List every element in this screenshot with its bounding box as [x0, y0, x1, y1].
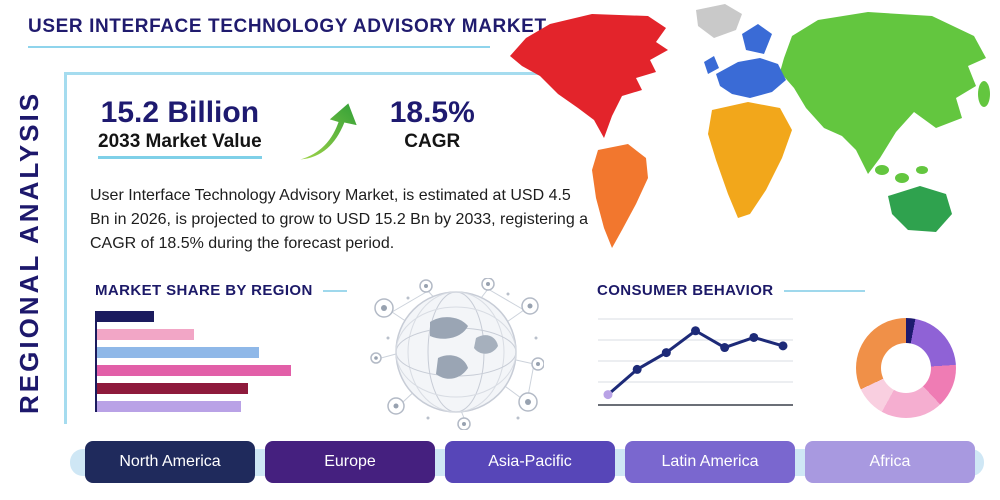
- market-value: 15.2 Billion: [100, 96, 260, 129]
- world-map: [510, 4, 990, 248]
- map-japan: [978, 81, 990, 107]
- map-island-1: [875, 165, 889, 175]
- map-south-america: [592, 144, 648, 248]
- region-button-europe[interactable]: Europe: [265, 441, 435, 483]
- consumer-behavior-title: CONSUMER BEHAVIOR: [597, 282, 774, 299]
- map-australia: [888, 186, 952, 232]
- behavior-line-chart: [598, 318, 793, 406]
- growth-arrow-icon: [291, 100, 360, 162]
- globe-node-dots: [374, 282, 540, 426]
- globe-continents: [430, 317, 498, 379]
- map-island-2: [895, 173, 909, 183]
- map-scandinavia: [742, 24, 772, 54]
- card-frame: [64, 72, 578, 424]
- map-uk: [704, 56, 719, 74]
- donut-chart: [856, 318, 956, 418]
- market-share-heading: MARKET SHARE BY REGION: [95, 282, 347, 299]
- globe-network-nodes: [370, 278, 544, 430]
- behavior-point-5: [749, 332, 759, 342]
- behavior-point-2: [661, 348, 671, 358]
- consumer-behavior-heading: CONSUMER BEHAVIOR: [597, 282, 865, 299]
- map-greenland: [696, 4, 742, 38]
- behavior-point-6: [778, 341, 788, 351]
- market-share-bar-3: [97, 365, 291, 376]
- market-value-label: 2033 Market Value: [98, 131, 262, 159]
- donut-hole: [881, 343, 931, 393]
- cagr-label: CAGR: [404, 131, 461, 152]
- stats-row: 15.2 Billion 2033 Market Value 18.5% CAG…: [98, 96, 475, 168]
- region-button-north-america[interactable]: North America: [85, 441, 255, 483]
- market-share-rule: [322, 289, 347, 292]
- market-share-bar-1: [97, 329, 194, 340]
- behavior-point-0: [603, 390, 613, 400]
- title-underline: [28, 46, 490, 48]
- behavior-point-1: [632, 364, 642, 374]
- market-share-bar-4: [97, 383, 248, 394]
- consumer-behavior-rule: [783, 289, 865, 292]
- market-share-bar-chart: [95, 311, 291, 412]
- market-share-bar-2: [97, 347, 259, 358]
- region-button-latin-america[interactable]: Latin America: [625, 441, 795, 483]
- side-label: REGIONAL ANALYSIS: [14, 90, 44, 414]
- market-share-title: MARKET SHARE BY REGION: [95, 282, 313, 299]
- market-share-bar-5: [97, 401, 241, 412]
- map-north-america: [510, 14, 668, 138]
- region-button-africa[interactable]: Africa: [805, 441, 975, 483]
- cagr-stat: 18.5% CAGR: [390, 96, 475, 153]
- map-island-3: [916, 166, 928, 174]
- market-share-bar-0: [97, 311, 155, 322]
- growth-arrow-shape: [291, 100, 360, 162]
- map-europe: [716, 58, 786, 98]
- market-description: User Interface Technology Advisory Marke…: [90, 187, 589, 252]
- behavior-point-3: [691, 326, 700, 336]
- globe-sphere: [395, 291, 517, 413]
- region-button-asia-pacific[interactable]: Asia-Pacific: [445, 441, 615, 483]
- cagr-value: 18.5%: [389, 96, 475, 129]
- map-asia: [780, 12, 986, 174]
- market-value-stat: 15.2 Billion 2033 Market Value: [98, 96, 262, 159]
- map-africa: [708, 102, 792, 218]
- behavior-point-4: [720, 343, 730, 353]
- page-title: USER INTERFACE TECHNOLOGY ADVISORY MARKE…: [28, 16, 547, 37]
- globe-network-illustration: [370, 278, 544, 430]
